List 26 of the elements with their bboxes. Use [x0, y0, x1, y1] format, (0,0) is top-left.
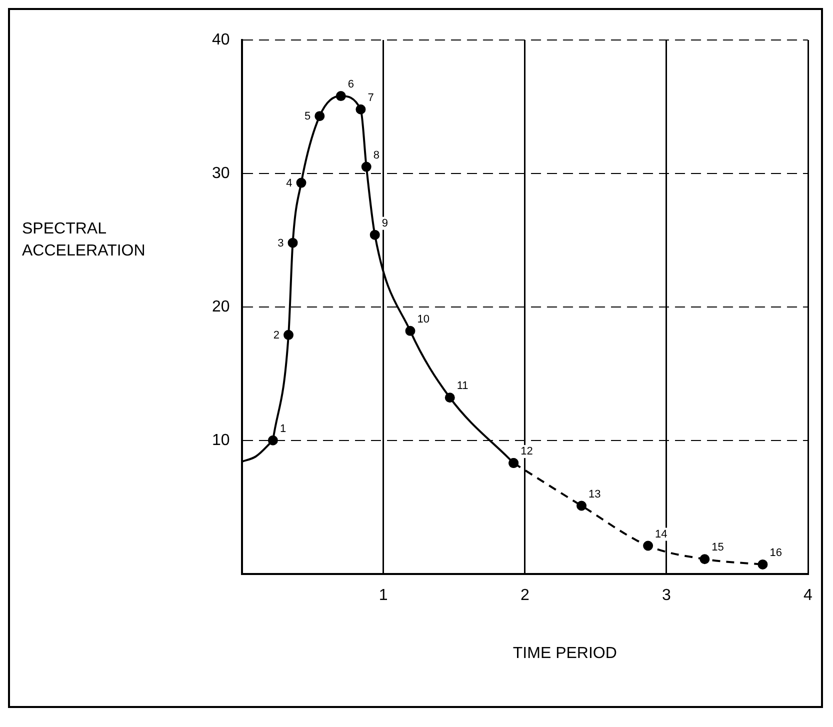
x-tick-label: 1 [378, 586, 388, 604]
x-axis-title: TIME PERIOD [512, 645, 617, 662]
y-tick-label: 10 [212, 432, 230, 449]
y-tick-label: 30 [212, 164, 230, 182]
x-tick-label: 4 [804, 586, 813, 604]
annotation: 8 [373, 149, 380, 162]
annotation: 4 [286, 177, 292, 190]
annotation: 3 [278, 237, 284, 250]
annotation: 16 [770, 546, 782, 559]
annotation: 5 [304, 110, 311, 123]
x-tick-label: 2 [520, 586, 530, 604]
annotation: 13 [588, 488, 601, 500]
y-axis-title: SPECTRAL ACCELERATION [22, 220, 146, 260]
annotation: 1 [280, 422, 286, 435]
y-tick-label: 40 [212, 31, 230, 48]
annotation: 11 [456, 380, 468, 392]
annotation: 6 [348, 78, 354, 91]
annotation: 14 [655, 528, 668, 540]
annotation: 10 [417, 313, 430, 326]
x-tick-label: 3 [662, 586, 671, 604]
annotation: 9 [382, 217, 388, 230]
annotation: 12 [520, 446, 533, 458]
y-tick-label: 20 [212, 298, 230, 316]
annotation: 2 [273, 329, 280, 342]
annotation: 15 [712, 542, 724, 554]
annotation: 7 [368, 92, 374, 104]
